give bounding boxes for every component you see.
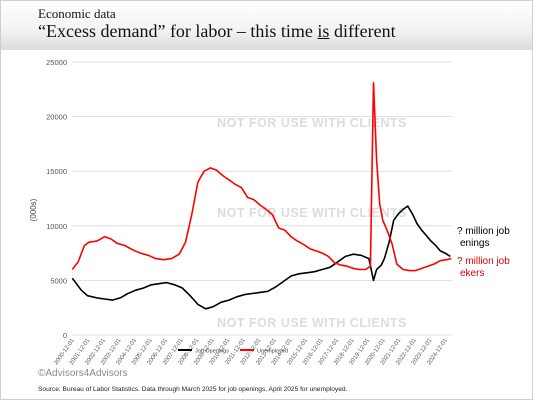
watermark-text: NOT FOR USE WITH CLIENTS [217,316,407,330]
chart-series [71,81,452,310]
callout-seekers-line1: ? million job [457,256,510,267]
chart-legend: Job Openings Unemployed [178,349,288,355]
source-note: Source: Bureau of Labor Statistics. Data… [38,386,348,393]
chart-gridlines [72,61,452,336]
callout-openings-line1: ? million job [457,226,510,237]
y-tick-label: 15000 [46,167,67,176]
title-part-2: different [329,21,396,41]
watermark-text: NOT FOR USE WITH CLIENTS [217,206,407,220]
y-tick-label: 25000 [46,58,67,67]
y-tick-label: 10000 [46,222,67,231]
title-underlined-word: is [317,21,330,41]
chart-watermarks: NOT FOR USE WITH CLIENTS NOT FOR USE WITH… [217,116,407,330]
y-axis-label: (000s) [29,198,38,221]
legend-label: Job Openings [195,349,229,355]
slide-kicker: Economic data [38,6,116,21]
slide-header: Economic data “Excess demand” for labor … [0,0,533,50]
line-chart: NOT FOR USE WITH CLIENTS NOT FOR USE WITH… [29,58,452,366]
callout-openings-line2: enings [460,238,489,249]
watermark-text: NOT FOR USE WITH CLIENTS [217,116,407,130]
y-tick-labels: 0 5000 10000 15000 20000 25000 [46,58,67,340]
y-tick-label: 5000 [50,276,67,285]
title-part-1: “Excess demand” for labor – this time [38,21,318,41]
brand-watermark: ©Advisors4Advisors [38,368,128,379]
series-line-job-openings [71,205,451,310]
y-tick-label: 20000 [46,113,67,122]
slide-title: “Excess demand” for labor – this time is… [38,21,396,42]
y-tick-label: 0 [63,331,67,340]
series-line-unemployed [71,81,452,272]
legend-label: Unemployed [257,349,288,355]
callout-seekers-line2: ekers [460,268,484,279]
